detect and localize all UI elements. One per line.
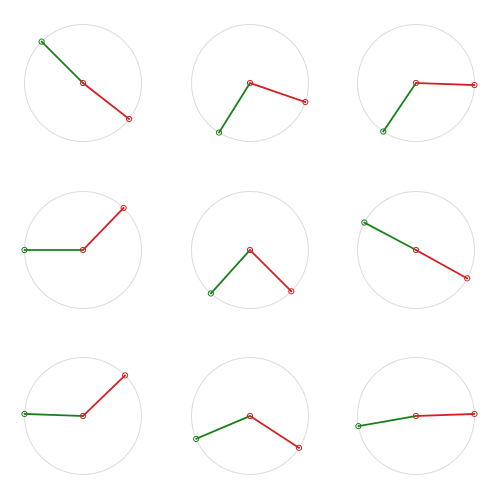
puzzle-panel (192, 358, 309, 475)
red-segment (83, 208, 124, 250)
green-segment (196, 416, 250, 439)
red-segment (250, 250, 291, 291)
red-segment (416, 414, 474, 416)
red-segment (416, 83, 474, 85)
green-segment (219, 83, 250, 133)
puzzle-panel (358, 192, 475, 309)
red-segment (83, 375, 125, 416)
red-segment (250, 83, 305, 102)
red-segment (83, 83, 129, 119)
red-segment (250, 416, 299, 448)
green-segment (364, 223, 416, 250)
green-segment (211, 250, 250, 293)
green-segment (358, 416, 416, 426)
puzzle-panel (22, 358, 142, 475)
puzzle-panel (192, 25, 309, 142)
green-segment (42, 42, 83, 83)
puzzle-panel (358, 25, 478, 142)
green-segment (25, 414, 83, 416)
puzzle-panel (22, 192, 142, 309)
puzzle-panel (25, 25, 142, 142)
puzzle-panel (192, 192, 309, 309)
red-segment (416, 250, 467, 278)
puzzle-panel (356, 358, 477, 475)
green-segment (383, 83, 416, 131)
